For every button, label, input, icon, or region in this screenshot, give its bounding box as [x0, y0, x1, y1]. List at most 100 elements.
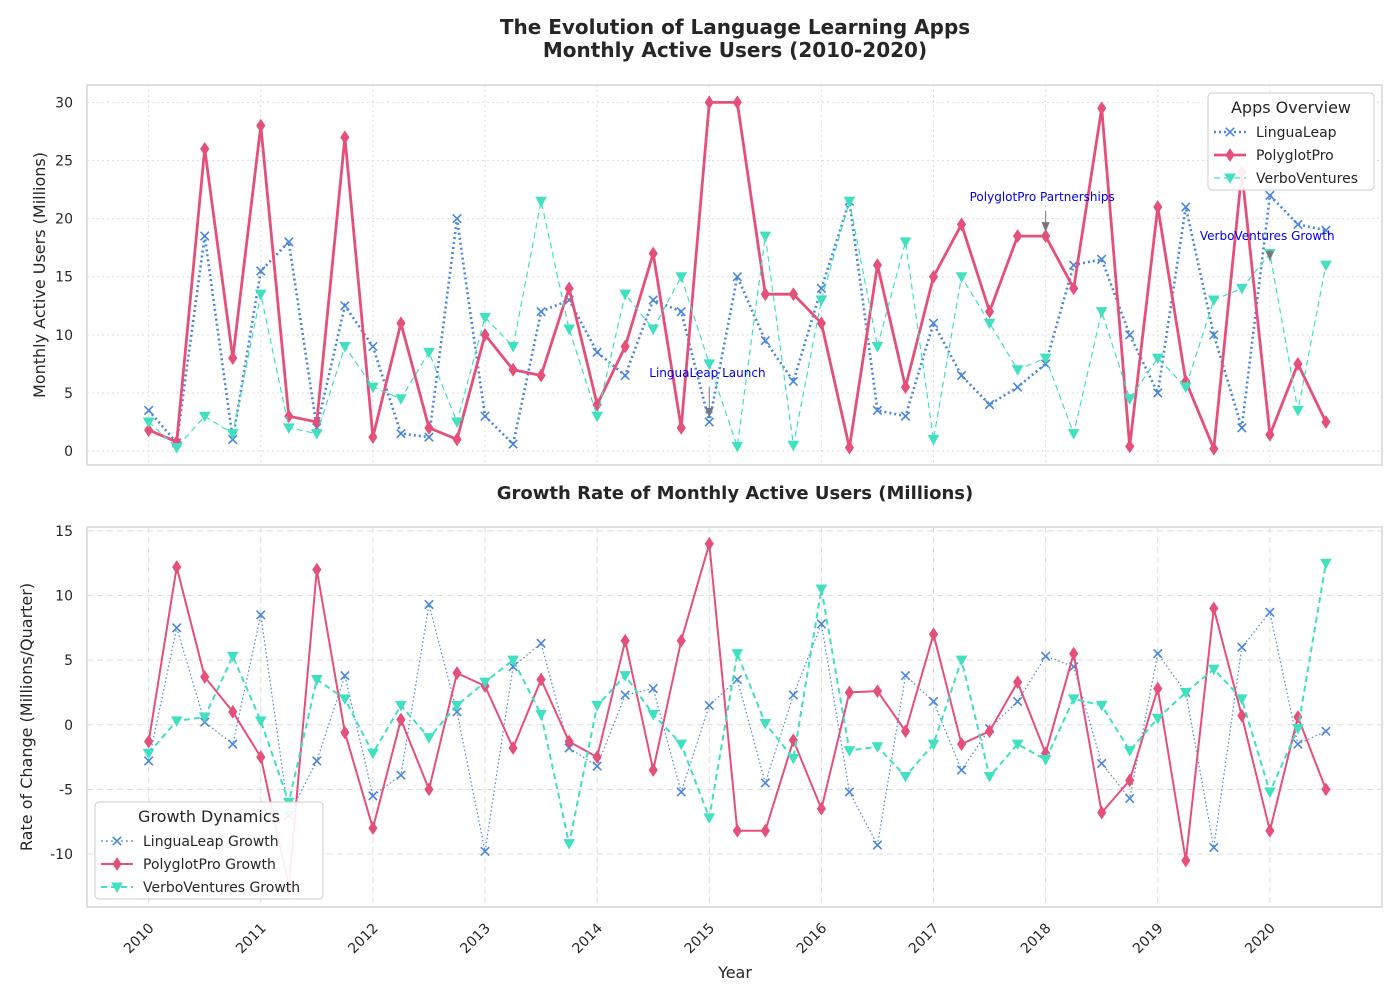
users-point-polyglotpro	[732, 95, 742, 110]
growth-point-verboventures-growth	[310, 675, 323, 686]
users-point-lingualeap	[704, 417, 715, 427]
users-point-lingualeap	[788, 376, 799, 387]
users-point-lingualeap	[816, 283, 827, 294]
growth-point-lingualeap-growth	[1096, 758, 1107, 769]
users-point-verboventures	[675, 272, 688, 283]
annotation-label: LinguaLeap Launch	[649, 366, 765, 380]
growth-point-polyglotpro-growth	[956, 737, 967, 752]
users-point-verboventures	[843, 196, 856, 208]
growth-x-tick-label: 2011	[233, 921, 270, 958]
growth-point-lingualeap-growth	[620, 690, 630, 700]
users-point-verboventures	[479, 312, 491, 324]
users-point-polyglotpro	[648, 246, 658, 261]
users-point-verboventures	[955, 272, 968, 283]
growth-x-tick-label: 2010	[121, 921, 158, 958]
growth-point-polyglotpro-growth	[1209, 601, 1219, 616]
growth-legend-marker	[112, 836, 122, 846]
growth-point-verboventures-growth	[1011, 739, 1024, 751]
growth-point-lingualeap-growth	[928, 696, 939, 707]
users-point-verboventures	[282, 423, 295, 434]
users-point-polyglotpro	[284, 409, 294, 424]
users-point-lingualeap	[1012, 382, 1023, 392]
users-legend-marker	[1225, 127, 1235, 137]
users-point-polyglotpro	[676, 420, 686, 435]
growth-point-lingualeap-growth	[648, 683, 658, 694]
growth-legend-title: Growth Dynamics	[138, 807, 280, 826]
users-y-tick-label: 25	[55, 154, 73, 170]
users-point-lingualeap	[620, 370, 630, 381]
growth-point-lingualeap-growth	[788, 690, 799, 700]
growth-point-lingualeap-growth	[760, 778, 771, 788]
users-legend-box	[1207, 92, 1375, 191]
users-point-verboventures	[1320, 260, 1332, 272]
growth-point-lingualeap-growth	[816, 619, 827, 629]
growth-point-lingualeap-growth	[424, 599, 434, 610]
users-point-polyglotpro	[620, 339, 630, 354]
growth-point-lingualeap-growth	[368, 791, 378, 801]
users-point-polyglotpro	[1041, 229, 1051, 243]
growth-point-lingualeap-growth	[1237, 642, 1247, 652]
growth-y-tick-label: 0	[64, 718, 73, 734]
growth-point-verboventures-growth	[226, 651, 239, 663]
users-point-polyglotpro	[956, 217, 967, 232]
growth-point-lingualeap-growth	[900, 670, 911, 681]
users-point-verboventures	[899, 237, 912, 248]
growth-x-tick-label: 2019	[1130, 921, 1167, 958]
users-point-verboventures	[142, 417, 155, 429]
users-point-lingualeap	[1293, 219, 1303, 230]
growth-point-verboventures-growth	[1151, 713, 1164, 725]
growth-point-verboventures-growth	[899, 771, 912, 783]
growth-y-tick-label: -5	[59, 782, 73, 798]
users-point-polyglotpro	[1265, 427, 1275, 442]
users-point-polyglotpro	[1069, 281, 1079, 296]
growth-point-verboventures-growth	[1123, 746, 1136, 757]
growth-x-tick-label: 2012	[345, 921, 382, 958]
growth-legend-box	[94, 801, 324, 900]
growth-y-tick-label: 15	[55, 524, 73, 540]
users-point-lingualeap	[452, 213, 462, 224]
growth-x-tick-label: 2014	[569, 920, 606, 957]
users-point-lingualeap	[732, 271, 743, 282]
users-point-lingualeap	[760, 335, 771, 346]
growth-point-polyglotpro-growth	[172, 560, 182, 574]
growth-point-verboventures-growth	[703, 813, 716, 824]
growth-point-polyglotpro-growth	[760, 823, 770, 838]
growth-point-polyglotpro-growth	[816, 801, 826, 816]
growth-point-verboventures-growth	[1207, 664, 1220, 676]
growth-point-verboventures-growth	[395, 700, 407, 712]
growth-point-lingualeap-growth	[592, 761, 602, 771]
users-point-verboventures	[927, 434, 940, 446]
growth-point-polyglotpro-growth	[452, 666, 462, 680]
users-point-polyglotpro	[312, 415, 322, 429]
users-y-tick-label: 10	[55, 328, 73, 344]
growth-point-lingualeap-growth	[872, 840, 883, 850]
growth-point-lingualeap-growth	[1124, 793, 1135, 804]
growth-point-verboventures-growth	[423, 733, 435, 744]
users-point-verboventures	[198, 411, 211, 423]
users-point-verboventures	[339, 341, 351, 353]
growth-y-tick-label: 10	[55, 589, 73, 605]
users-point-lingualeap	[1096, 254, 1107, 265]
users-point-lingualeap	[536, 306, 546, 317]
growth-point-polyglotpro-growth	[1153, 681, 1163, 696]
users-point-verboventures	[563, 324, 575, 336]
users-point-polyglotpro	[844, 440, 855, 455]
users-point-verboventures	[254, 289, 267, 301]
users-point-lingualeap	[928, 318, 939, 328]
users-legend: Apps Overview LinguaLeap PolyglotPro VerboV…	[1207, 92, 1375, 191]
growth-point-polyglotpro-growth	[424, 782, 434, 797]
growth-series-line-verboventures-growth	[147, 563, 1327, 844]
growth-x-tick-label: 2018	[1018, 921, 1055, 958]
users-point-lingualeap	[480, 411, 490, 421]
growth-point-lingualeap-growth	[1040, 651, 1051, 662]
growth-point-polyglotpro-growth	[312, 562, 322, 577]
users-point-verboventures	[423, 347, 435, 359]
users-point-lingualeap	[256, 266, 266, 276]
growth-point-polyglotpro-growth	[256, 750, 266, 764]
growth-point-polyglotpro-growth	[508, 741, 518, 755]
users-point-polyglotpro	[816, 316, 826, 331]
users-point-polyglotpro	[424, 420, 434, 435]
users-point-lingualeap	[396, 428, 406, 439]
annotation-arrowhead	[1265, 251, 1274, 262]
users-y-tick-label: 15	[55, 270, 73, 286]
